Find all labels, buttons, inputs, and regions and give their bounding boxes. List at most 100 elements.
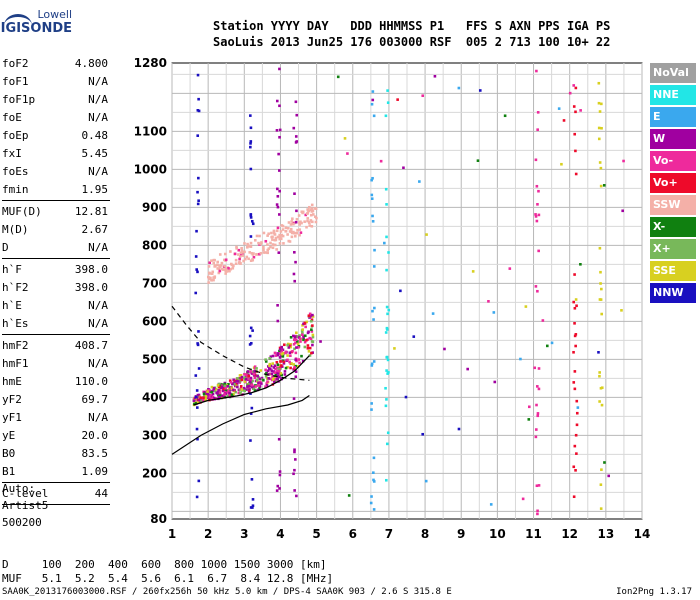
interference-point — [385, 326, 389, 330]
o-trace-point — [273, 376, 276, 380]
o-trace-point — [259, 369, 263, 372]
interference-point — [535, 403, 538, 407]
x-trace-point — [284, 229, 287, 233]
interference-point — [572, 465, 576, 469]
param-separator — [2, 200, 110, 201]
interference-point — [536, 203, 539, 206]
sparse-point — [319, 340, 322, 343]
x-tick-label: 11 — [525, 527, 542, 541]
interference-point — [277, 437, 281, 441]
x-trace-point — [228, 269, 231, 273]
o-trace-point — [271, 362, 275, 365]
x-trace-point — [300, 221, 303, 225]
x-trace-point — [276, 235, 280, 239]
x-tick-label: 13 — [597, 527, 614, 541]
y-tick-label: 80 — [150, 512, 167, 526]
o-trace-point — [267, 377, 270, 380]
interference-point — [600, 403, 604, 407]
x-trace-point — [279, 230, 283, 233]
o-trace-point — [229, 381, 233, 384]
x-trace-point — [233, 252, 237, 256]
interference-point — [574, 172, 578, 176]
o-trace-point — [270, 372, 274, 376]
sparse-point — [421, 432, 425, 436]
o-trace-point — [298, 334, 301, 337]
param-row: C-level 44 — [2, 485, 110, 503]
o-trace-point — [204, 397, 207, 401]
x-trace-point — [247, 244, 250, 247]
o-trace-point — [268, 364, 271, 367]
interference-point — [292, 334, 295, 338]
sparse-point — [476, 159, 480, 162]
interference-point — [278, 67, 281, 71]
x-trace-point — [270, 231, 273, 235]
interference-point — [249, 412, 253, 415]
legend-item: SSW — [650, 195, 696, 215]
param-row: MUF(D) 12.81 — [2, 203, 110, 221]
x-trace-point — [289, 227, 293, 231]
o-trace-point — [214, 387, 218, 391]
o-trace-point — [251, 379, 254, 383]
o-trace-point — [265, 372, 268, 375]
param-separator — [2, 334, 110, 335]
o-trace-point — [308, 336, 312, 340]
o-trace-point — [287, 346, 291, 349]
sparse-point — [508, 267, 512, 270]
o-trace-point — [243, 389, 247, 393]
x-tick-label: 1 — [168, 527, 176, 541]
o-trace-point — [239, 391, 242, 395]
interference-point — [294, 260, 297, 264]
sparse-point — [431, 312, 435, 315]
x-trace-point — [225, 270, 228, 273]
interference-point — [195, 389, 199, 392]
x-trace-point — [222, 268, 225, 271]
x-trace-point — [292, 222, 295, 226]
interference-point — [196, 437, 199, 441]
interference-point — [278, 213, 281, 216]
o-trace-point — [308, 354, 312, 357]
logo-arc-icon — [4, 14, 32, 37]
interference-point — [196, 134, 200, 137]
x-trace-point — [249, 241, 253, 245]
interference-point — [275, 203, 279, 206]
interference-point — [384, 478, 388, 482]
sparse-point — [576, 406, 580, 409]
y-tick-label: 700 — [142, 276, 167, 290]
param-value: N/A — [88, 411, 108, 424]
interference-point — [294, 141, 298, 144]
sparse-point — [621, 209, 624, 213]
interference-point — [384, 386, 387, 390]
x-tick-label: 5 — [312, 527, 320, 541]
o-trace-point — [204, 398, 208, 402]
x-trace-point — [247, 257, 250, 261]
x-tick-label: 3 — [240, 527, 248, 541]
x-trace-point — [253, 238, 257, 242]
o-trace-point — [232, 378, 235, 382]
interference-point — [372, 480, 376, 483]
x-trace-point — [210, 272, 214, 276]
interference-point — [195, 495, 199, 499]
o-trace-point — [272, 366, 276, 369]
interference-point — [370, 178, 373, 182]
o-trace-point — [253, 376, 257, 380]
x-trace-point — [259, 251, 263, 255]
x-trace-point — [248, 245, 252, 248]
param-key: foEp — [2, 129, 29, 142]
x-trace-point — [296, 228, 299, 232]
o-trace-point — [294, 341, 297, 345]
x-trace-point — [227, 267, 230, 270]
o-trace-point — [310, 330, 314, 333]
o-trace-point — [223, 393, 226, 396]
o-trace-point — [220, 385, 224, 389]
interference-point — [275, 99, 279, 103]
interference-point — [537, 189, 540, 193]
o-trace-point — [226, 391, 229, 394]
sparse-point — [579, 262, 582, 266]
param-key: yF2 — [2, 393, 22, 406]
o-trace-point — [296, 365, 300, 368]
o-trace-point — [202, 392, 206, 396]
o-trace-point — [301, 328, 305, 331]
interference-point — [278, 104, 281, 108]
x-trace-point — [291, 217, 294, 221]
